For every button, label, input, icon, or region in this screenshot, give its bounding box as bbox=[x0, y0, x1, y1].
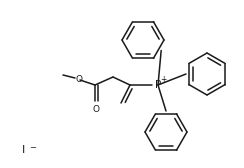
Text: P: P bbox=[155, 80, 161, 90]
Text: −: − bbox=[29, 143, 36, 153]
Text: O: O bbox=[92, 106, 100, 115]
Text: +: + bbox=[160, 75, 166, 85]
Text: O: O bbox=[75, 74, 82, 83]
Text: I: I bbox=[22, 145, 25, 155]
